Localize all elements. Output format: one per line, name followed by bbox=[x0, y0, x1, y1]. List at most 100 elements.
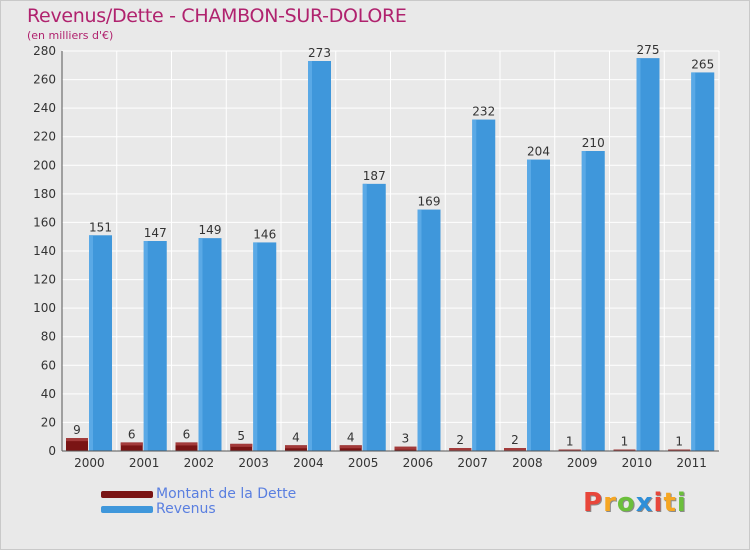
bar-revenus-highlight bbox=[691, 72, 696, 451]
bar-dette-highlight bbox=[66, 438, 88, 442]
y-tick-label: 60 bbox=[41, 358, 56, 372]
data-label-revenus: 169 bbox=[418, 195, 441, 209]
bar-dette bbox=[66, 438, 88, 451]
proxiti-logo: Proxiti bbox=[583, 488, 687, 518]
bar-revenus-highlight bbox=[198, 238, 203, 451]
bar-revenus bbox=[198, 238, 222, 451]
data-label-revenus: 275 bbox=[637, 43, 660, 57]
bar-revenus-highlight bbox=[417, 209, 422, 451]
chart-subtitle: (en milliers d'€) bbox=[27, 29, 114, 42]
bar-dette bbox=[175, 442, 198, 451]
logo-letter: i bbox=[653, 488, 664, 518]
data-label-revenus: 149 bbox=[199, 223, 222, 237]
y-tick-label: 260 bbox=[33, 73, 56, 87]
y-tick-label: 280 bbox=[33, 44, 56, 58]
logo-letter: r bbox=[603, 488, 617, 518]
logo-letter: i bbox=[676, 488, 687, 518]
legend-swatch-revenus bbox=[101, 506, 153, 513]
x-tick-label: 2002 bbox=[184, 456, 215, 470]
bar-revenus bbox=[143, 241, 167, 451]
bar-dette-highlight bbox=[285, 445, 307, 449]
x-tick-label: 2006 bbox=[403, 456, 434, 470]
bar-dette-highlight bbox=[339, 445, 362, 449]
data-label-dette: 6 bbox=[183, 427, 191, 441]
bar-revenus-highlight bbox=[143, 241, 148, 451]
data-label-revenus: 187 bbox=[363, 169, 386, 183]
data-label-revenus: 265 bbox=[691, 57, 714, 71]
data-label-dette: 5 bbox=[237, 429, 245, 443]
logo-letter: x bbox=[635, 488, 654, 518]
data-label-dette: 1 bbox=[566, 435, 574, 449]
data-label-revenus: 146 bbox=[253, 227, 276, 241]
x-tick-label: 2008 bbox=[512, 456, 543, 470]
axis-layer: 0 20 40 60 80 100 120 140 160 180 200 220 240 260 280 2… bbox=[33, 44, 719, 470]
bar-revenus-highlight bbox=[581, 151, 586, 451]
bar-revenus bbox=[581, 151, 605, 451]
x-tick-label: 2009 bbox=[567, 456, 598, 470]
bar-revenus bbox=[417, 209, 441, 451]
bar-dette-highlight bbox=[230, 443, 253, 447]
labels-layer: 9 151 6 147 6 149 5 146 4 273 4 187 3 169 2 232 2 204 1 210… bbox=[73, 43, 714, 448]
bar-revenus-highlight bbox=[253, 242, 258, 451]
data-label-dette: 1 bbox=[621, 435, 629, 449]
bar-revenus bbox=[89, 235, 112, 451]
bar-dette-highlight bbox=[394, 446, 417, 450]
y-tick-label: 140 bbox=[33, 244, 56, 258]
data-label-dette: 4 bbox=[347, 430, 355, 444]
x-tick-label: 2010 bbox=[622, 456, 653, 470]
y-tick-label: 180 bbox=[33, 187, 56, 201]
bar-revenus bbox=[308, 61, 331, 451]
data-label-revenus: 210 bbox=[582, 136, 605, 150]
data-label-dette: 3 bbox=[402, 432, 410, 446]
data-label-dette: 6 bbox=[128, 427, 136, 441]
bar-revenus bbox=[691, 72, 715, 451]
data-label-revenus: 232 bbox=[472, 105, 495, 119]
logo-letter: o bbox=[616, 488, 636, 518]
bar-revenus-highlight bbox=[362, 183, 367, 451]
bar-revenus-highlight bbox=[472, 119, 477, 452]
y-tick-label: 0 bbox=[48, 444, 56, 458]
bar-revenus-highlight bbox=[308, 61, 312, 451]
data-label-revenus: 151 bbox=[89, 220, 112, 234]
y-tick-label: 160 bbox=[33, 215, 56, 229]
bar-revenus-highlight bbox=[636, 58, 641, 452]
bar-dette-highlight bbox=[504, 448, 526, 451]
y-tick-label: 100 bbox=[33, 301, 56, 315]
legend-swatch-dette bbox=[101, 491, 153, 498]
x-tick-label: 2007 bbox=[457, 456, 488, 470]
bar-dette bbox=[120, 442, 143, 451]
logo-letter: P bbox=[583, 488, 604, 518]
bar-dette bbox=[230, 443, 253, 451]
data-label-dette: 1 bbox=[675, 435, 683, 449]
bar-revenus bbox=[527, 159, 550, 452]
grid-layer bbox=[61, 50, 720, 452]
bar-revenus bbox=[472, 119, 496, 452]
bar-dette-highlight bbox=[558, 449, 581, 451]
y-tick-label: 20 bbox=[41, 415, 56, 429]
y-tick-label: 200 bbox=[33, 158, 56, 172]
x-tick-label: 2004 bbox=[293, 456, 324, 470]
bar-dette-highlight bbox=[120, 442, 143, 446]
y-tick-label: 240 bbox=[33, 101, 56, 115]
x-tick-label: 2011 bbox=[676, 456, 707, 470]
data-label-dette: 9 bbox=[73, 423, 81, 437]
bar-dette-highlight bbox=[175, 442, 198, 446]
y-tick-label: 80 bbox=[41, 330, 56, 344]
bar-revenus bbox=[362, 183, 386, 451]
data-label-dette: 2 bbox=[511, 433, 519, 447]
bar-dette-highlight bbox=[613, 449, 636, 451]
data-label-revenus: 204 bbox=[527, 145, 550, 159]
bars-layer bbox=[66, 58, 715, 452]
bar-dette-highlight bbox=[668, 449, 691, 451]
y-tick-label: 40 bbox=[41, 387, 56, 401]
data-label-revenus: 273 bbox=[308, 46, 331, 60]
x-tick-label: 2003 bbox=[238, 456, 269, 470]
data-label-dette: 2 bbox=[456, 433, 464, 447]
legend-label-revenus: Revenus bbox=[156, 501, 216, 517]
x-tick-label: 2005 bbox=[348, 456, 379, 470]
bar-dette-highlight bbox=[449, 448, 472, 451]
bar-revenus-highlight bbox=[89, 235, 93, 451]
x-tick-label: 2001 bbox=[129, 456, 160, 470]
